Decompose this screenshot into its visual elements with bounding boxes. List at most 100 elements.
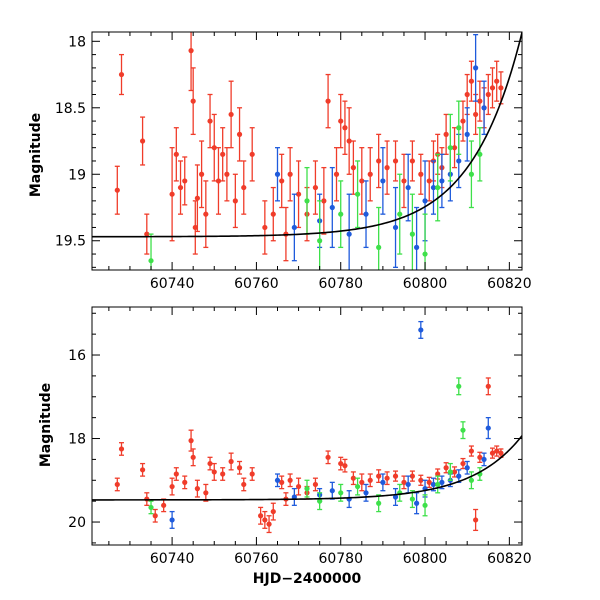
bottom-data-point: [329, 488, 335, 494]
bottom-data-point: [190, 454, 196, 460]
bottom-data-point: [266, 521, 272, 527]
top-data-point: [194, 195, 200, 201]
top-plot-area: [92, 32, 522, 270]
top-data-point: [473, 65, 479, 71]
bottom-x-tick-label: 60800: [403, 551, 448, 567]
top-data-point: [338, 211, 344, 217]
top-data-point: [418, 171, 424, 177]
top-data-point: [270, 211, 276, 217]
bottom-data-point: [481, 456, 487, 463]
top-data-point: [401, 178, 407, 184]
bottom-data-point: [317, 498, 323, 504]
top-data-point: [468, 78, 475, 84]
top-x-tick-label: 60760: [234, 276, 279, 292]
bottom-data-point: [262, 517, 268, 523]
top-data-point: [354, 191, 361, 197]
bottom-data-point: [456, 473, 462, 479]
bottom-data-point: [418, 477, 424, 483]
bottom-series-1: [169, 320, 491, 529]
panel-bottom: 60740 60760 60780 60800 60820 16 18 20: [68, 306, 532, 567]
bottom-data-point: [194, 486, 200, 492]
top-data-point: [215, 178, 222, 184]
top-data-point: [144, 231, 150, 237]
top-y-tick-label: 19.5: [55, 234, 86, 250]
bottom-data-point: [270, 508, 276, 515]
top-plot-frame: [91, 31, 523, 271]
bottom-data-point: [152, 513, 158, 519]
top-data-point: [392, 158, 399, 164]
top-data-point: [274, 171, 281, 177]
bottom-data-point: [325, 454, 331, 460]
top-series-0: [114, 32, 504, 262]
top-y-tick-label: 18.5: [55, 101, 86, 117]
top-data-point: [435, 184, 441, 191]
bottom-data-point: [409, 473, 415, 479]
top-data-point: [329, 204, 335, 211]
top-data-point: [477, 151, 483, 157]
top-model-curve: [92, 32, 522, 238]
top-data-point: [211, 145, 217, 151]
bottom-data-point: [291, 494, 297, 500]
bottom-data-point: [258, 513, 264, 519]
top-x-ticks: 60740 60760 60780 60800 60820: [108, 32, 532, 292]
top-data-point: [456, 125, 462, 131]
bottom-data-point: [414, 500, 420, 506]
bottom-data-point: [211, 469, 217, 475]
bottom-data-point: [304, 486, 310, 492]
bottom-data-point: [464, 465, 470, 471]
top-data-point: [321, 198, 327, 204]
bottom-data-point: [376, 473, 382, 479]
top-x-tick-label: 60740: [150, 276, 195, 292]
bottom-data-point: [422, 502, 428, 508]
top-data-point: [139, 138, 146, 144]
top-data-point: [464, 131, 470, 137]
bottom-data-point: [182, 479, 188, 485]
bottom-y-tick-label: 16: [68, 348, 86, 364]
top-data-point: [489, 85, 496, 91]
bottom-data-point: [295, 483, 302, 490]
bottom-data-point: [338, 460, 344, 467]
bottom-data-point: [359, 479, 365, 485]
bottom-y-axis-label: Magnitude: [38, 383, 54, 467]
top-data-point: [384, 165, 390, 171]
bottom-data-point: [409, 496, 415, 502]
top-data-point: [346, 138, 352, 144]
bottom-data-point: [169, 483, 175, 490]
top-data-point: [338, 118, 344, 124]
top-data-point: [169, 191, 175, 197]
panel-top: 60740 60760 60780 60800 60820 18 18.5 19 19.5: [55, 31, 532, 292]
top-data-point: [190, 98, 196, 104]
top-data-point: [456, 158, 462, 164]
top-x-tick-label: 60780: [318, 276, 363, 292]
top-data-point: [325, 98, 331, 104]
top-y-tick-label: 19: [68, 167, 86, 183]
bottom-series-0: [114, 377, 504, 534]
bottom-x-tick-label: 60740: [150, 551, 195, 567]
top-data-point: [249, 151, 255, 157]
top-data-point: [477, 98, 483, 104]
bottom-data-point: [274, 477, 281, 483]
top-data-point: [207, 118, 213, 124]
bottom-plot-frame: [91, 306, 523, 546]
top-data-point: [118, 71, 125, 78]
top-data-point: [236, 131, 243, 137]
bottom-data-point: [350, 475, 356, 481]
top-data-point: [295, 191, 302, 197]
bottom-data-point: [367, 477, 373, 483]
bottom-y-tick-label: 18: [68, 432, 86, 448]
bottom-data-point: [342, 463, 348, 469]
top-data-point: [241, 184, 247, 191]
top-data-point: [317, 238, 323, 244]
top-data-point: [392, 224, 399, 231]
bottom-data-point: [451, 469, 458, 475]
top-data-point: [376, 158, 382, 164]
bottom-data-point: [161, 502, 167, 508]
top-data-point: [422, 198, 428, 204]
top-data-point: [481, 105, 487, 111]
top-data-point: [279, 178, 285, 184]
top-data-point: [485, 91, 491, 98]
bottom-y-tick-label: 20: [68, 515, 86, 531]
top-data-point: [291, 224, 297, 231]
bottom-data-point: [236, 465, 243, 471]
top-data-point: [182, 178, 188, 184]
